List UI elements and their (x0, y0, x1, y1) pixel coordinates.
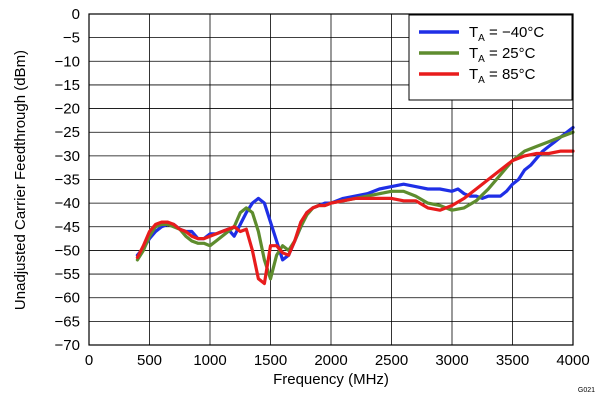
x-tick-label: 1500 (254, 352, 287, 369)
y-tick-label: −10 (55, 53, 80, 70)
y-tick-label: −15 (55, 77, 80, 94)
y-tick-label: −55 (55, 266, 80, 283)
y-tick-label: −30 (55, 148, 80, 165)
y-tick-labels: 0 −5 −10 −15 −20 −25 −30 −35 −40 −45 −50 −55 −60 −65 −… (55, 6, 80, 354)
legend-label-1: TA = −40°C (469, 24, 544, 44)
x-tick-label: 2000 (314, 352, 347, 369)
y-tick-label: −60 (55, 290, 80, 307)
x-tick-label: 1000 (193, 352, 226, 369)
legend-label-3: TA = 85°C (469, 66, 536, 86)
y-tick-label: −40 (55, 195, 80, 212)
x-tick-label: 2500 (375, 352, 408, 369)
y-tick-label: −25 (55, 124, 80, 141)
y-axis-title: Unadjusted Carrier Feedthrough (dBm) (12, 50, 29, 310)
plot-frame (88, 13, 574, 346)
y-tick-label: −45 (55, 219, 80, 236)
y-tick-label: −35 (55, 172, 80, 189)
legend-label-2: TA = 25°C (469, 45, 536, 65)
x-tick-label: 0 (85, 352, 93, 369)
y-tick-label: −20 (55, 101, 80, 118)
y-tick-label: −50 (55, 242, 80, 259)
legend: TA = −40°CTA = 25°CTA = 85°C (408, 14, 573, 101)
x-tick-label: 4000 (556, 352, 589, 369)
y-tick-label: −70 (55, 337, 80, 354)
x-tick-label: 3500 (496, 352, 529, 369)
y-tick-label: 0 (72, 6, 80, 23)
series-lines (135, 125, 575, 286)
figure-id: G021 (578, 387, 595, 394)
x-tick-labels: 0 500 1000 1500 2000 2500 3000 3500 4000 (85, 352, 590, 369)
x-tick-label: 3000 (435, 352, 468, 369)
x-axis-title: Frequency (MHz) (273, 371, 389, 388)
x-tick-label: 500 (137, 352, 162, 369)
series-line-3 (135, 149, 575, 286)
y-tick-label: −65 (55, 313, 80, 330)
y-tick-label: −5 (63, 30, 80, 47)
legend-box (408, 14, 573, 101)
